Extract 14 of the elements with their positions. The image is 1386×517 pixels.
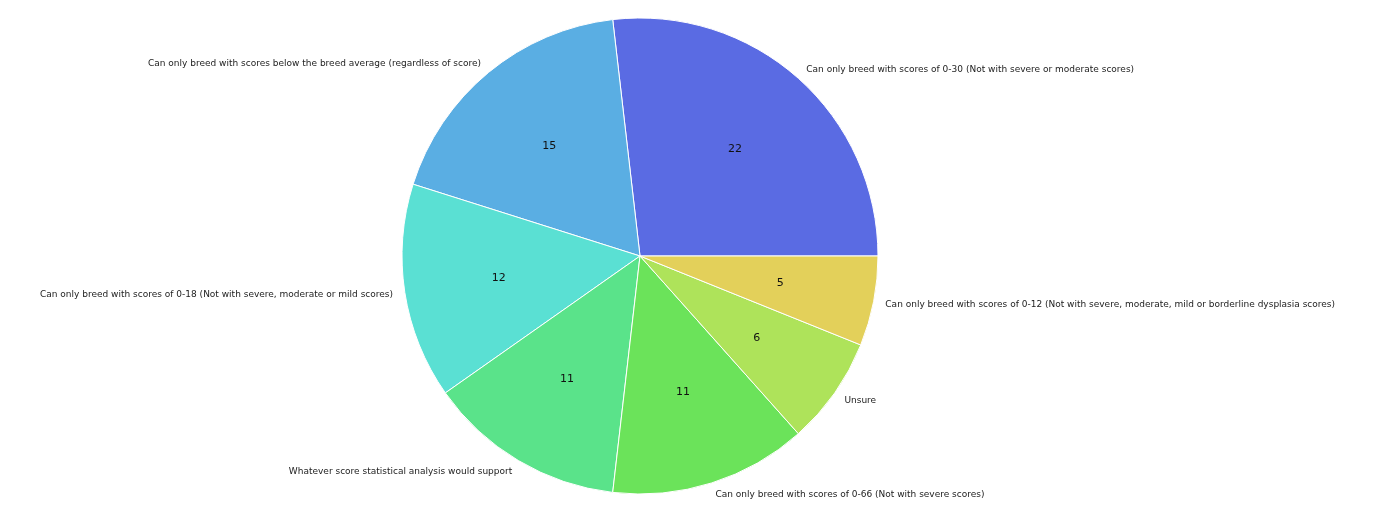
data-label: 15: [542, 138, 557, 152]
data-label: 12: [491, 270, 506, 284]
slice-label: Can only breed with scores below the breed average (regardless of score): [147, 58, 481, 69]
slice-label: Can only breed with scores of 0-18 (Not with severe, moderate or mild scores): [39, 289, 394, 300]
slice-label: Unsure: [844, 394, 877, 405]
slice-label: Can only breed with scores of 0-30 (Not with severe or moderate scores): [806, 64, 1135, 75]
data-label: 22: [728, 142, 743, 156]
slice-label: Can only breed with scores of 0-12 (Not with severe, moderate, mild or borderline dysplasia scores): [885, 298, 1336, 309]
slice-label: Can only breed with scores of 0-66 (Not with severe scores): [715, 489, 985, 500]
data-label: 6: [753, 331, 761, 345]
data-label: 11: [676, 385, 691, 399]
slice-label: Whatever score statistical analysis would support: [288, 465, 513, 476]
data-label: 5: [776, 276, 784, 290]
data-label: 11: [560, 371, 575, 385]
